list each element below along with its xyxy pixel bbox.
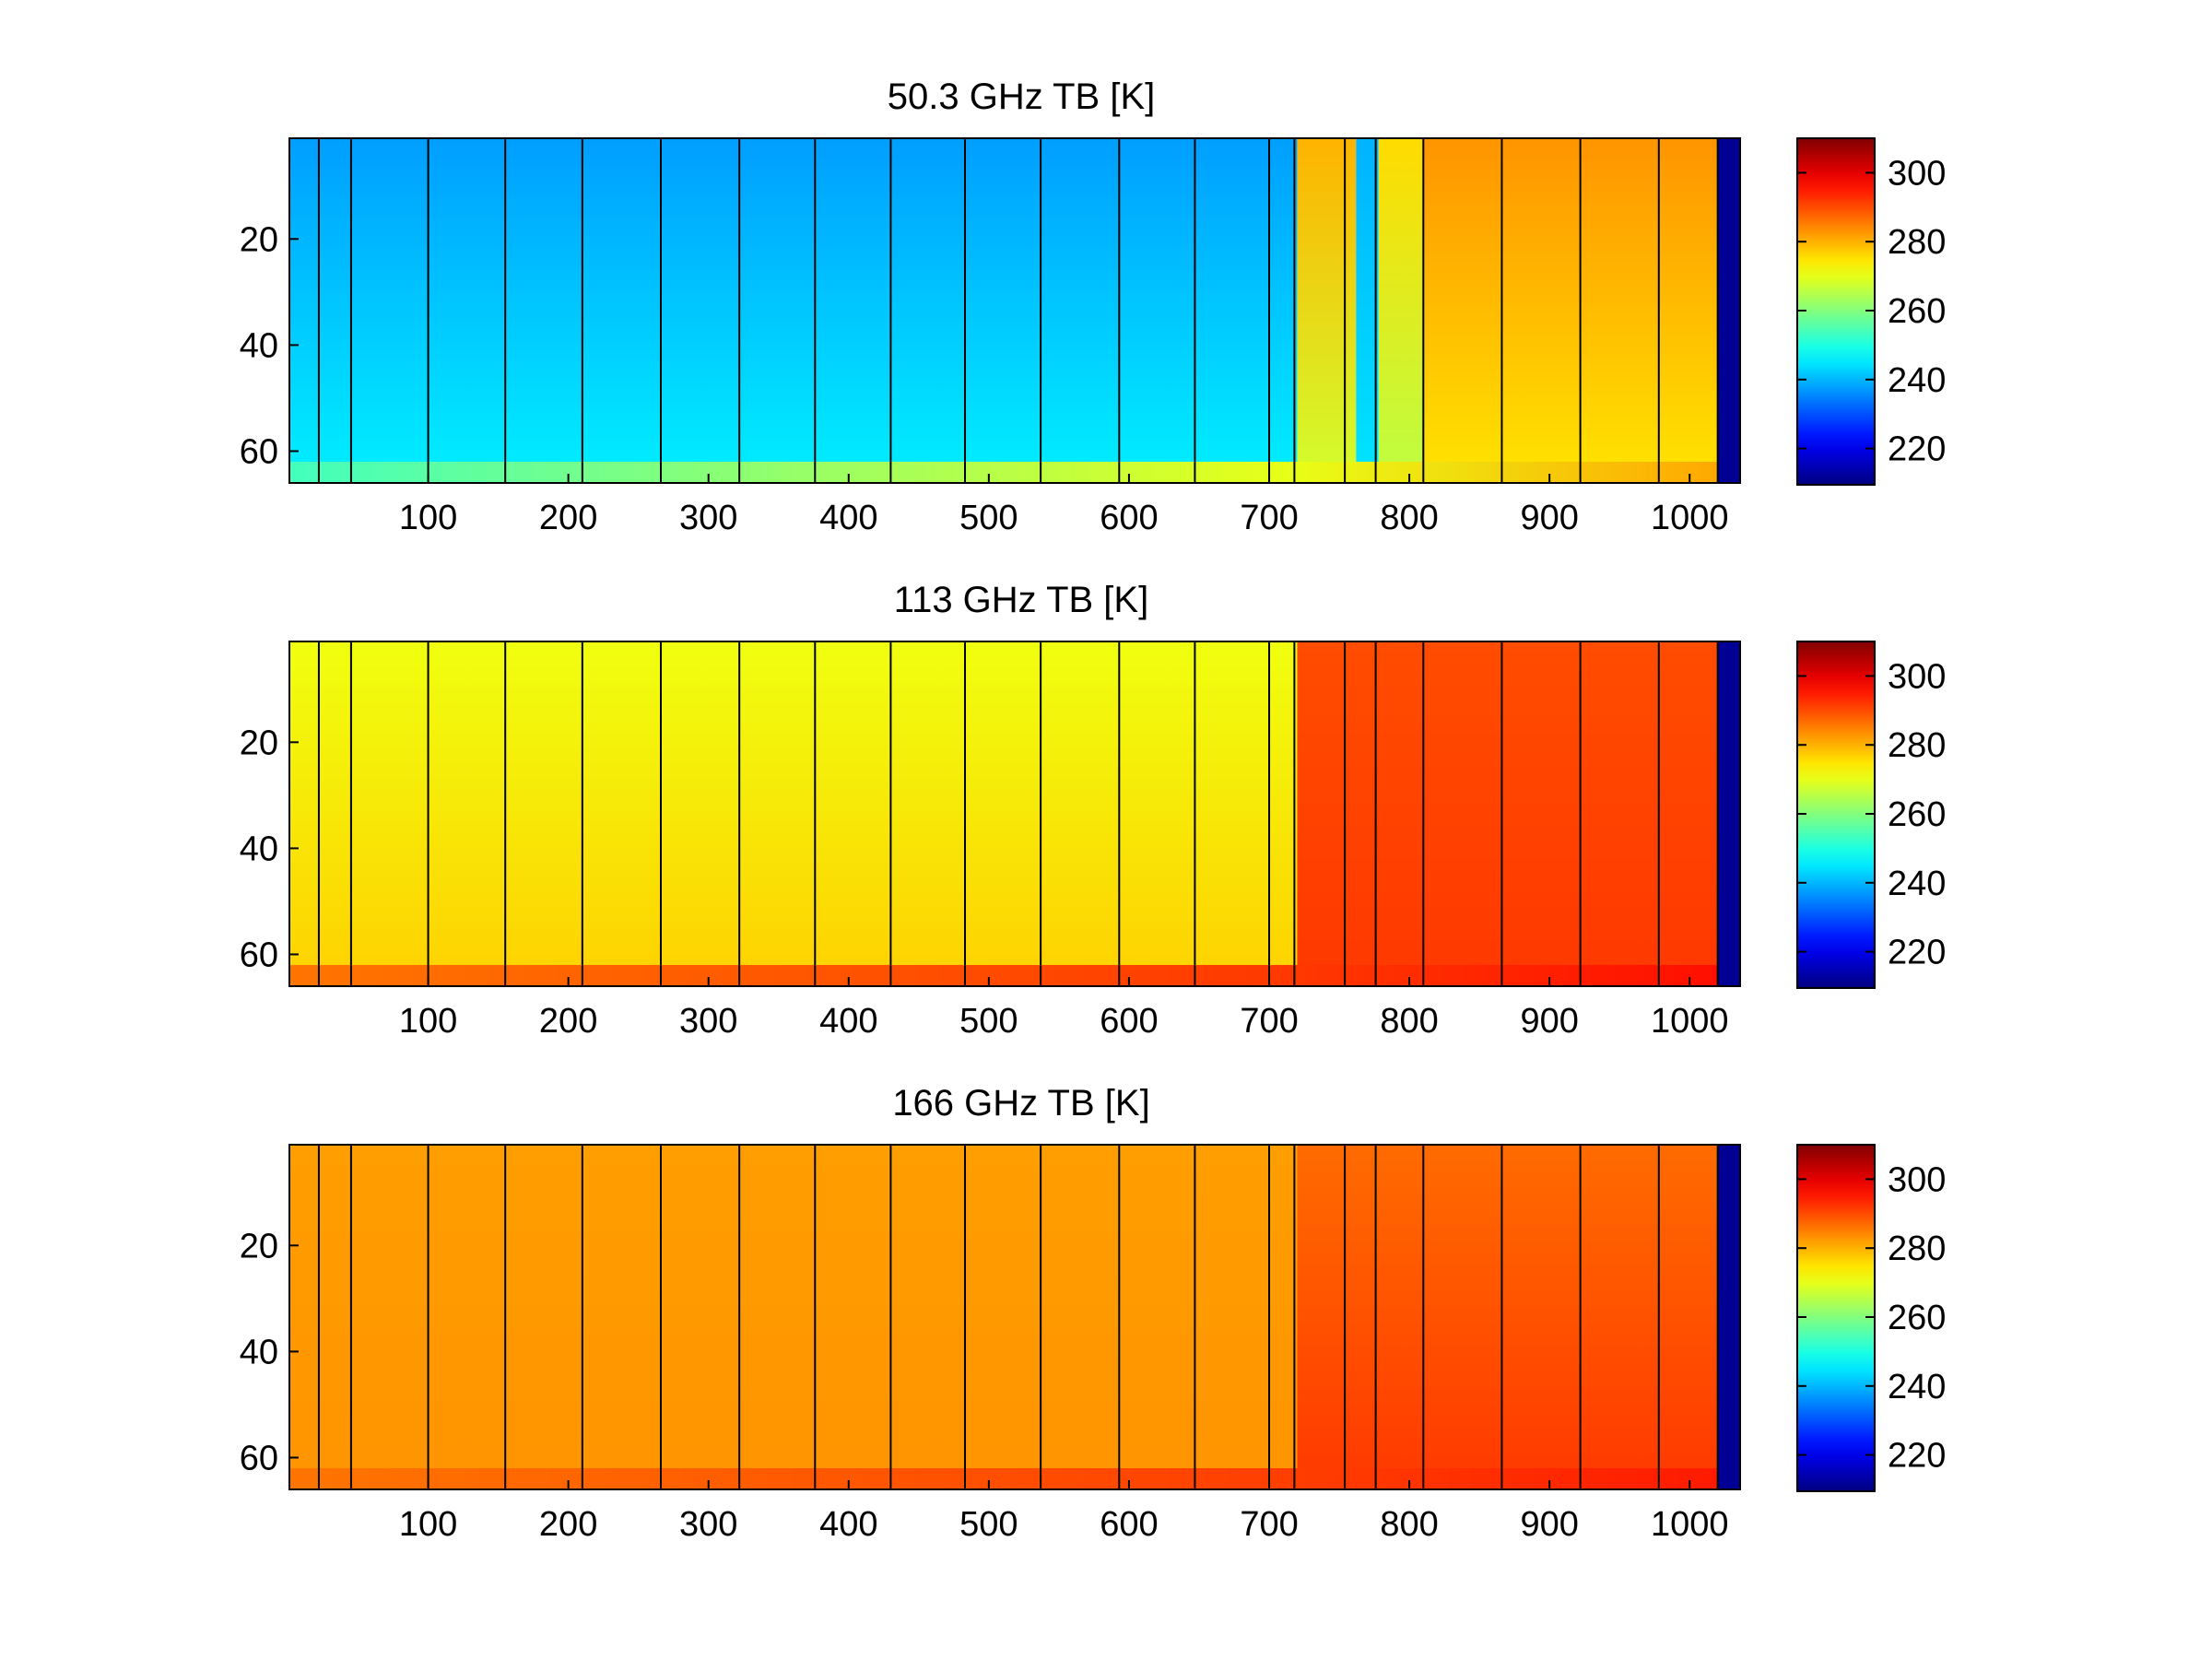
colorbar-tick-label: 260 xyxy=(1888,795,1946,834)
panel-113ghz: 113 GHz TB [K] 100 200 300 400 500 600 700 800 9… xyxy=(240,580,1947,1041)
heatmap-segment xyxy=(1717,641,1740,986)
x-axis: 100 200 300 400 500 600 700 800 900 1000 xyxy=(399,1480,1729,1544)
heatmap-plot xyxy=(288,1144,1741,1490)
panel-166ghz: 166 GHz TB [K] 100 200 300 400 500 600 700 800 9… xyxy=(240,1083,1947,1544)
heatmap-segment xyxy=(1297,641,1718,986)
y-tick-label: 60 xyxy=(240,1439,278,1477)
x-tick-label: 600 xyxy=(1100,499,1158,537)
heatmap-segment xyxy=(1297,138,1357,483)
x-tick-label: 800 xyxy=(1380,499,1438,537)
x-tick-label: 500 xyxy=(959,1002,1018,1041)
y-tick-label: 20 xyxy=(240,724,278,762)
axes-frame xyxy=(288,1144,1741,1490)
colorbar-tick-label: 220 xyxy=(1888,934,1946,972)
x-tick-label: 700 xyxy=(1240,1505,1298,1544)
colorbar-tick-label: 260 xyxy=(1888,292,1946,331)
axes-frame xyxy=(288,641,1741,987)
colorbar-tick-label: 240 xyxy=(1888,1368,1946,1406)
y-tick-label: 40 xyxy=(240,1333,278,1371)
x-tick-label: 900 xyxy=(1520,1505,1578,1544)
colorbar-tick-label: 300 xyxy=(1888,154,1946,193)
heatmap-bottom-band xyxy=(289,461,1718,483)
y-tick-label: 20 xyxy=(240,1227,278,1265)
x-tick-label: 1000 xyxy=(1651,1002,1729,1041)
colorbar: 220 240 260 280 300 xyxy=(1796,641,1946,989)
x-axis: 100 200 300 400 500 600 700 800 900 1000 xyxy=(399,474,1729,537)
x-tick-label: 700 xyxy=(1240,1002,1298,1041)
colorbar: 220 240 260 280 300 xyxy=(1796,1144,1946,1492)
x-tick-label: 100 xyxy=(399,499,457,537)
x-tick-label: 200 xyxy=(539,1505,597,1544)
colorbar-tick-label: 300 xyxy=(1888,657,1946,696)
y-tick-label: 40 xyxy=(240,326,278,365)
heatmap-segment xyxy=(289,138,1298,483)
x-tick-label: 900 xyxy=(1520,499,1578,537)
panel-title: 113 GHz TB [K] xyxy=(894,580,1148,620)
heatmap-segment xyxy=(289,641,1298,986)
panel-50ghz: 50.3 GHz TB [K] 100 200 300 400 500 600 700 800… xyxy=(240,76,1947,537)
axes-frame xyxy=(288,137,1741,484)
x-tick-label: 800 xyxy=(1380,1002,1438,1041)
y-axis: 20 40 60 xyxy=(240,220,299,471)
heatmap-segment xyxy=(1717,1145,1740,1489)
y-tick-label: 40 xyxy=(240,830,278,868)
y-axis: 20 40 60 xyxy=(240,724,299,974)
x-tick-label: 500 xyxy=(959,499,1018,537)
heatmap-segment xyxy=(1297,1145,1718,1489)
colorbar-tick-label: 280 xyxy=(1888,223,1946,262)
colorbar-scale xyxy=(1796,137,1876,486)
x-tick-label: 400 xyxy=(819,499,877,537)
x-tick-label: 400 xyxy=(819,1002,877,1041)
heatmap-segment xyxy=(1378,138,1424,483)
x-tick-label: 600 xyxy=(1100,1505,1158,1544)
x-tick-label: 400 xyxy=(819,1505,877,1544)
heatmap-bottom-band xyxy=(289,1467,1718,1489)
heatmap-segment xyxy=(1423,138,1718,483)
heatmap-segment xyxy=(289,1145,1298,1489)
x-tick-label: 600 xyxy=(1100,1002,1158,1041)
x-tick-label: 1000 xyxy=(1651,1505,1729,1544)
x-tick-label: 100 xyxy=(399,1002,457,1041)
colorbar-tick-label: 240 xyxy=(1888,361,1946,400)
colorbar: 220 240 260 280 300 xyxy=(1796,137,1946,486)
heatmap-segment xyxy=(1356,138,1379,483)
panel-title: 50.3 GHz TB [K] xyxy=(888,76,1156,117)
x-tick-label: 300 xyxy=(679,1002,737,1041)
x-tick-label: 1000 xyxy=(1651,499,1729,537)
heatmap-bottom-band xyxy=(289,964,1718,986)
y-tick-label: 60 xyxy=(240,935,278,974)
x-tick-label: 100 xyxy=(399,1505,457,1544)
x-tick-label: 300 xyxy=(679,1505,737,1544)
x-tick-label: 200 xyxy=(539,1002,597,1041)
y-tick-label: 60 xyxy=(240,432,278,471)
colorbar-scale xyxy=(1796,1144,1876,1492)
x-tick-label: 500 xyxy=(959,1505,1018,1544)
colorbar-scale xyxy=(1796,641,1876,989)
colorbar-tick-label: 220 xyxy=(1888,1437,1946,1476)
x-tick-label: 800 xyxy=(1380,1505,1438,1544)
x-axis: 100 200 300 400 500 600 700 800 900 1000 xyxy=(399,977,1729,1041)
colorbar-tick-label: 260 xyxy=(1888,1299,1946,1337)
y-axis: 20 40 60 xyxy=(240,1227,299,1477)
colorbar-tick-label: 300 xyxy=(1888,1160,1946,1199)
colorbar-tick-label: 220 xyxy=(1888,430,1946,469)
heatmap-plot xyxy=(288,641,1741,987)
colorbar-tick-label: 280 xyxy=(1888,1230,1946,1268)
heatmap-plot xyxy=(288,137,1741,484)
colorbar-tick-label: 280 xyxy=(1888,726,1946,765)
panel-title: 166 GHz TB [K] xyxy=(892,1083,1149,1124)
colorbar-tick-label: 240 xyxy=(1888,865,1946,903)
x-tick-label: 300 xyxy=(679,499,737,537)
y-tick-label: 20 xyxy=(240,220,278,259)
heatmap-segment xyxy=(1717,138,1740,483)
x-tick-label: 700 xyxy=(1240,499,1298,537)
x-tick-label: 900 xyxy=(1520,1002,1578,1041)
x-tick-label: 200 xyxy=(539,499,597,537)
